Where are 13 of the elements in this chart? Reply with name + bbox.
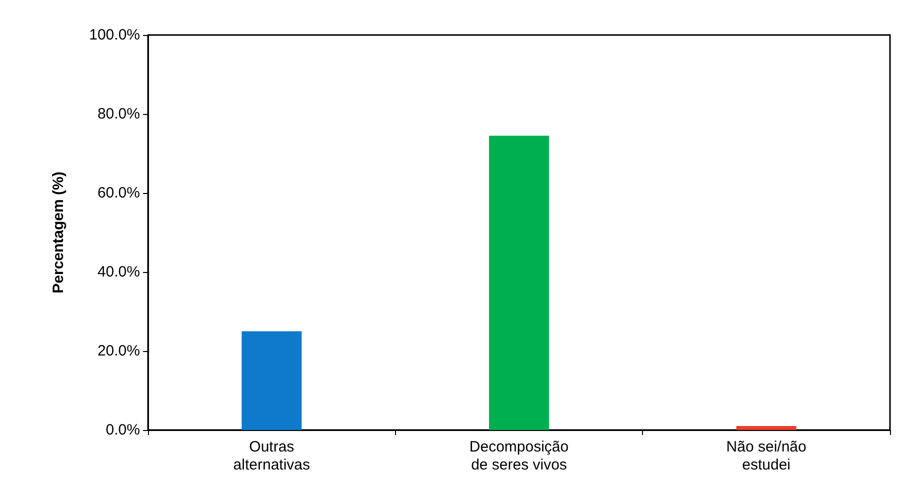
y-tick-label: 80.0% [97, 106, 140, 122]
y-axis-title: Percentagem (%) [50, 172, 67, 294]
y-tick-label: 100.0% [89, 26, 140, 44]
bar [736, 426, 796, 430]
y-tick-label: 40.0% [97, 264, 140, 280]
x-tick-label: Não sei/não estudei [726, 438, 806, 474]
x-tick-label: Decomposição de seres vivos [469, 438, 569, 474]
x-tick-label: Outras alternativas [233, 438, 310, 474]
y-tick-label: 0.0% [106, 422, 140, 438]
bar [242, 331, 302, 430]
y-tick-label: 20.0% [97, 342, 140, 360]
y-tick-label: 60.0% [97, 184, 140, 202]
bar [489, 136, 549, 430]
